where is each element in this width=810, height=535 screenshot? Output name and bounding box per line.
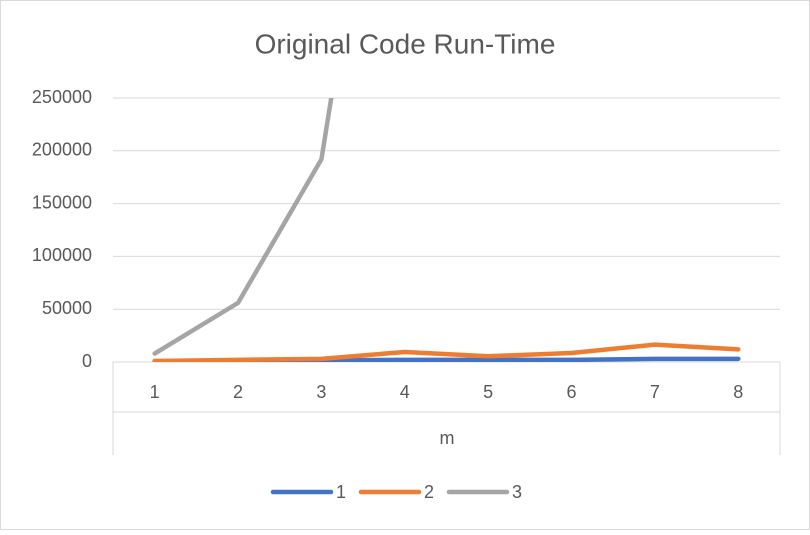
x-tick-label: 5	[483, 382, 493, 402]
x-tick-label: 3	[316, 382, 326, 402]
x-tick-label: 2	[233, 382, 243, 402]
x-tick-label: 6	[567, 382, 577, 402]
y-tick-label: 50000	[42, 298, 92, 318]
plot-area	[152, 98, 741, 362]
x-axis-label: m	[440, 428, 455, 448]
y-tick-label: 250000	[32, 87, 92, 107]
y-tick-label: 0	[82, 351, 92, 371]
x-tick-label: 8	[733, 382, 743, 402]
y-tick-label: 200000	[32, 140, 92, 160]
y-tick-label: 100000	[32, 245, 92, 265]
x-tick-label: 1	[150, 382, 160, 402]
series-line	[152, 342, 741, 362]
chart-title: Original Code Run-Time	[255, 28, 556, 59]
series-line	[152, 98, 334, 356]
x-tick-label: 7	[650, 382, 660, 402]
x-tick-label: 4	[400, 382, 410, 402]
legend-label: 3	[512, 482, 522, 502]
legend-label: 2	[424, 482, 434, 502]
y-tick-label: 150000	[32, 192, 92, 212]
legend-label: 1	[336, 482, 346, 502]
